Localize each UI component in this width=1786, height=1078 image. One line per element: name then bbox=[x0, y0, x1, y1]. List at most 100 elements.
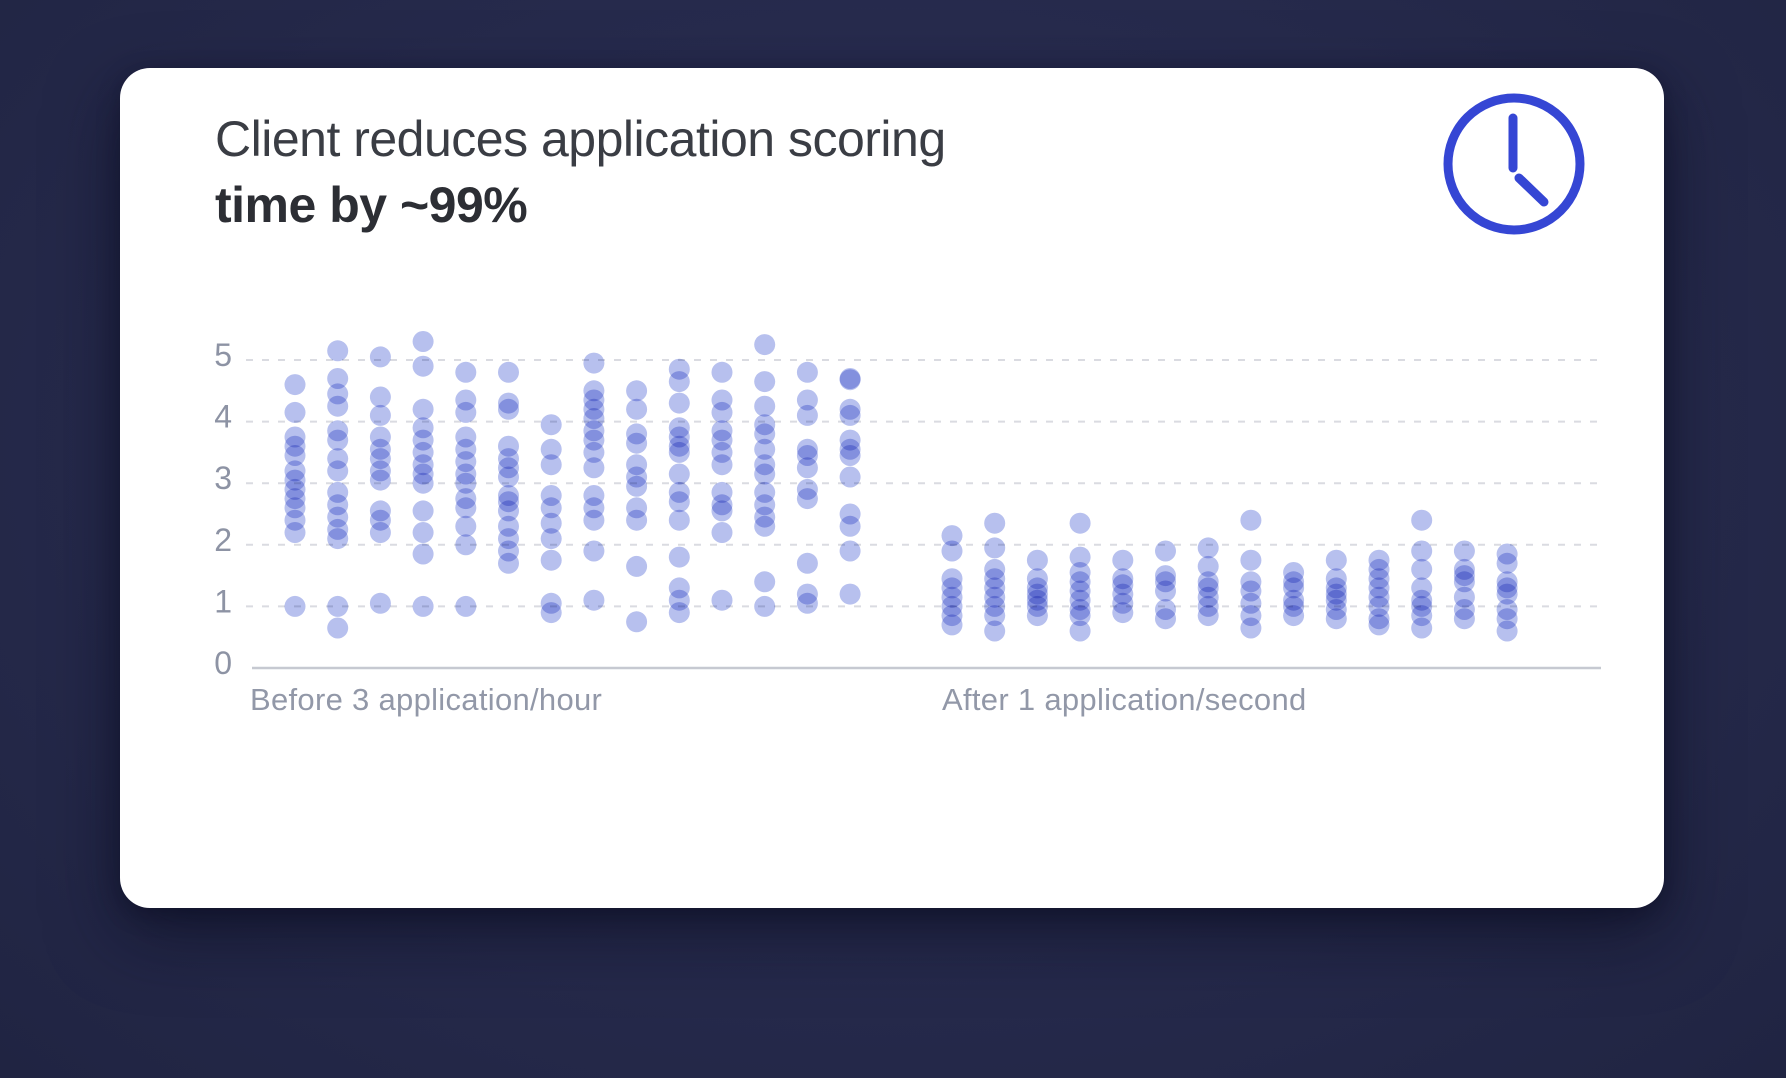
y-tick-label-0: 0 bbox=[214, 645, 232, 681]
title-line-1: Client reduces application scoring bbox=[215, 111, 946, 167]
data-point bbox=[796, 404, 818, 426]
data-point bbox=[668, 546, 690, 568]
data-point bbox=[668, 602, 690, 624]
data-point bbox=[626, 398, 648, 420]
data-point bbox=[369, 592, 391, 614]
data-point bbox=[583, 352, 605, 374]
data-point bbox=[412, 355, 434, 377]
data-point bbox=[754, 463, 776, 485]
data-point bbox=[754, 438, 776, 460]
data-point bbox=[1197, 605, 1219, 627]
clock-icon bbox=[1443, 93, 1585, 235]
data-point bbox=[754, 371, 776, 393]
data-point bbox=[327, 368, 349, 389]
data-point bbox=[668, 509, 690, 531]
data-point bbox=[796, 389, 818, 411]
data-point bbox=[668, 441, 690, 463]
data-point bbox=[412, 500, 434, 522]
data-point bbox=[941, 525, 963, 547]
data-point bbox=[711, 589, 733, 611]
y-tick-label-4: 4 bbox=[214, 399, 232, 435]
data-point bbox=[1155, 580, 1176, 602]
x-axis-label-before: Before 3 application/hour bbox=[250, 682, 602, 717]
data-point bbox=[369, 404, 391, 426]
data-point bbox=[1240, 509, 1262, 531]
data-point bbox=[327, 617, 349, 639]
x-axis-label-after: After 1 application/second bbox=[942, 682, 1307, 717]
data-point bbox=[284, 401, 306, 423]
data-point bbox=[626, 509, 648, 531]
data-point bbox=[327, 395, 349, 417]
data-point bbox=[455, 472, 477, 494]
data-point bbox=[754, 395, 776, 417]
data-point bbox=[754, 334, 776, 356]
data-point bbox=[839, 369, 861, 391]
data-point bbox=[984, 620, 1006, 642]
data-point bbox=[1069, 620, 1091, 642]
data-point bbox=[455, 515, 477, 537]
data-point bbox=[498, 552, 519, 574]
data-point bbox=[626, 611, 648, 633]
data-point bbox=[412, 331, 434, 352]
data-point bbox=[498, 466, 519, 488]
data-point bbox=[984, 512, 1006, 534]
data-point bbox=[412, 595, 434, 617]
data-point bbox=[1240, 549, 1262, 571]
data-point bbox=[1411, 617, 1433, 639]
data-point bbox=[1069, 605, 1091, 627]
data-point bbox=[839, 540, 861, 562]
data-point bbox=[1453, 540, 1475, 562]
stat-card: Client reduces application scoring time … bbox=[120, 68, 1664, 908]
data-point bbox=[1368, 614, 1390, 636]
data-point bbox=[839, 466, 861, 488]
data-point bbox=[839, 404, 861, 426]
data-point bbox=[711, 522, 733, 543]
data-point bbox=[540, 497, 562, 519]
data-point bbox=[1026, 549, 1048, 571]
data-point bbox=[327, 429, 349, 451]
data-point bbox=[626, 380, 648, 402]
data-point bbox=[1155, 540, 1176, 562]
data-point bbox=[412, 543, 434, 565]
data-point bbox=[1453, 571, 1475, 593]
data-point bbox=[668, 491, 690, 513]
data-point bbox=[540, 454, 562, 476]
data-point bbox=[754, 595, 776, 617]
data-point bbox=[455, 401, 477, 423]
data-point bbox=[1325, 608, 1347, 630]
data-point bbox=[796, 457, 818, 479]
data-point bbox=[668, 392, 690, 414]
data-point bbox=[540, 438, 562, 460]
data-point bbox=[1283, 605, 1305, 627]
strip-plot-chart: 0 1 2 3 4 5 Before 3 application/hour After 1 a… bbox=[214, 331, 1601, 717]
data-point bbox=[711, 401, 733, 423]
data-point bbox=[327, 595, 349, 617]
data-point bbox=[626, 475, 648, 497]
data-point bbox=[839, 445, 861, 466]
data-point bbox=[626, 432, 648, 454]
data-point bbox=[941, 540, 963, 562]
data-point bbox=[711, 454, 733, 476]
data-point bbox=[540, 528, 562, 550]
data-point bbox=[540, 512, 562, 534]
data-point bbox=[1496, 620, 1518, 642]
data-point bbox=[498, 398, 519, 420]
data-point bbox=[1112, 549, 1134, 571]
data-point bbox=[327, 460, 349, 482]
data-point bbox=[455, 497, 477, 519]
clock-face-circle bbox=[1443, 93, 1585, 235]
card-title: Client reduces application scoring time … bbox=[120, 68, 1664, 238]
data-point bbox=[711, 361, 733, 383]
clock-hour-hand bbox=[1514, 173, 1549, 207]
data-point bbox=[754, 423, 776, 445]
data-point bbox=[668, 371, 690, 393]
data-point bbox=[941, 614, 963, 636]
data-point bbox=[369, 346, 391, 368]
y-tick-label-5: 5 bbox=[214, 337, 232, 373]
data-point bbox=[540, 602, 562, 624]
data-point bbox=[1197, 555, 1219, 577]
data-point bbox=[839, 515, 861, 537]
data-point bbox=[369, 522, 391, 543]
data-point bbox=[284, 445, 306, 466]
data-point bbox=[284, 522, 306, 543]
